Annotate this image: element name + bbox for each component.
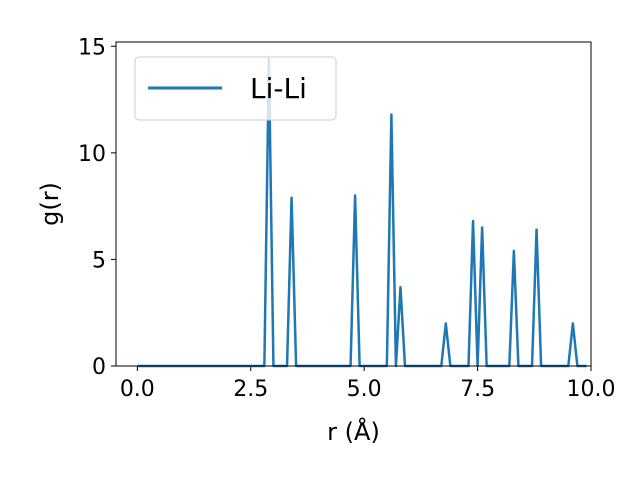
x-tick-label: 10.0 [567,377,616,402]
series-line [137,57,587,368]
x-tick-label: 0.0 [120,377,155,402]
tick-labels: 0.0 2.5 5.0 7.5 10.0 0 5 10 15 [78,35,615,402]
x-tick-label: 5.0 [347,377,382,402]
y-tick-label: 5 [92,248,106,273]
y-tick-label: 10 [78,142,106,167]
plot-frame [115,41,592,367]
legend-label: Li-Li [250,72,307,105]
y-tick-label: 0 [92,355,106,380]
legend-box [134,56,337,121]
y-axis-label: g(r) [36,182,64,226]
x-tick-label: 7.5 [460,377,495,402]
y-tick-label: 15 [78,35,106,60]
x-tick-label: 2.5 [233,377,268,402]
plot-lines [137,57,587,368]
x-axis-label: r (Å) [327,417,380,446]
legend: Li-Li [134,56,337,121]
